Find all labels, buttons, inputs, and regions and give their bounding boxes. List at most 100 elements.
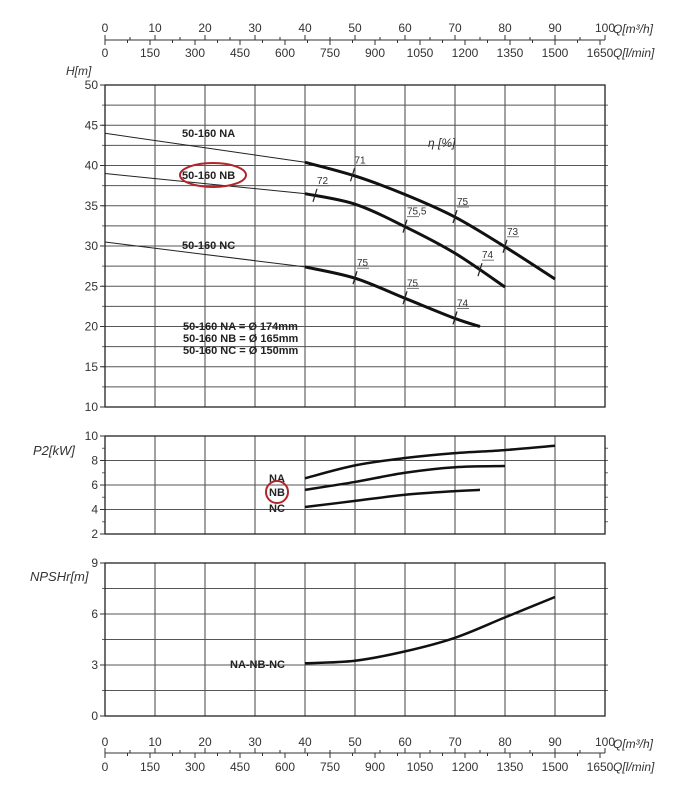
tick-label-m3h: 100 — [595, 21, 615, 35]
y-tick-label: 6 — [91, 478, 98, 492]
efficiency-label: 73 — [507, 227, 519, 238]
tick-label-lmin: 1650 — [587, 760, 614, 774]
bottom-q-m3h-unit: Q[m³/h] — [613, 737, 654, 751]
power-panel: 2 4 6 8 10 — [85, 429, 608, 541]
tick-label-lmin: 1350 — [497, 46, 524, 60]
tick-label-lmin: 300 — [185, 760, 205, 774]
y-tick-label: 40 — [85, 159, 99, 173]
tick-label-m3h: 0 — [102, 21, 109, 35]
series-curve-50-160-nc — [304, 265, 481, 328]
tick-label-lmin: 600 — [275, 46, 295, 60]
y-tick-label: 3 — [91, 658, 98, 672]
tick-label-m3h: 100 — [595, 735, 615, 749]
tick-label-lmin: 750 — [320, 760, 340, 774]
tick-label-lmin: 1200 — [452, 46, 479, 60]
tick-label-lmin: 1350 — [497, 760, 524, 774]
series-curve-nb — [304, 464, 506, 492]
series-label-nc: 50-160 NC — [182, 240, 235, 252]
tick-label-lmin: 1500 — [542, 760, 569, 774]
tick-label-m3h: 0 — [102, 735, 109, 749]
tick-label-m3h: 40 — [298, 21, 312, 35]
tick-label-lmin: 0 — [102, 46, 109, 60]
tick-label-m3h: 20 — [198, 21, 212, 35]
y-tick-label: 45 — [85, 118, 99, 132]
tick-label-m3h: 10 — [148, 735, 162, 749]
tick-label-lmin: 1200 — [452, 760, 479, 774]
efficiency-label: 75 — [357, 258, 369, 269]
y-tick-label: 10 — [85, 429, 99, 443]
y-tick-label: 30 — [85, 239, 99, 253]
tick-label-m3h: 40 — [298, 735, 312, 749]
y-tick-label: 6 — [91, 607, 98, 621]
series-curve-thin-50-160-na — [104, 132, 306, 163]
npsh-axis-label: NPSHr[m] — [30, 569, 89, 584]
top-q-lmin-unit: Q[l/min] — [613, 46, 655, 60]
tick-label-m3h: 60 — [398, 735, 412, 749]
tick-label-lmin: 1050 — [407, 760, 434, 774]
series-curve-50-160-na — [304, 160, 556, 281]
series-label-nb: 50-160 NB — [182, 170, 235, 182]
bottom-q-lmin-unit: Q[l/min] — [613, 760, 655, 774]
efficiency-marker — [349, 168, 356, 182]
efficiency-label: 74 — [482, 250, 494, 261]
tick-label-m3h: 80 — [498, 735, 512, 749]
tick-label-lmin: 0 — [102, 760, 109, 774]
legend-diameter-na: 50-160 NA = Ø 174mm — [183, 321, 298, 333]
tick-label-lmin: 1650 — [587, 46, 614, 60]
tick-label-m3h: 30 — [248, 21, 262, 35]
tick-label-lmin: 300 — [185, 46, 205, 60]
efficiency-label: 74 — [457, 298, 469, 309]
y-tick-label: 50 — [85, 78, 99, 92]
tick-label-m3h: 50 — [348, 21, 362, 35]
efficiency-marker — [477, 262, 483, 277]
npsh-panel: 0 3 6 9 — [91, 556, 608, 723]
highlight-circle-nb — [265, 480, 289, 504]
top-flow-axis: 0 10 20 30 40 50 60 70 80 90 100 0 150 300 450 600 750 90… — [102, 21, 616, 60]
tick-label-lmin: 900 — [365, 46, 385, 60]
tick-label-m3h: 70 — [448, 735, 462, 749]
power-label-nc: NC — [269, 503, 285, 515]
power-axis-label: P2[kW] — [33, 443, 75, 458]
y-tick-label: 8 — [91, 454, 98, 468]
tick-label-m3h: 70 — [448, 21, 462, 35]
tick-label-m3h: 60 — [398, 21, 412, 35]
efficiency-marker — [452, 209, 458, 224]
efficiency-label: 75 — [407, 278, 419, 289]
tick-label-lmin: 600 — [275, 760, 295, 774]
efficiency-marker — [352, 271, 358, 285]
series-curve-thin-50-160-nb — [104, 173, 306, 195]
y-tick-label: 35 — [85, 199, 99, 213]
y-tick-label: 2 — [91, 527, 98, 541]
efficiency-label: 71 — [355, 155, 367, 166]
series-label-na: 50-160 NA — [182, 128, 235, 140]
tick-label-m3h: 80 — [498, 21, 512, 35]
top-q-m3h-unit: Q[m³/h] — [613, 22, 654, 36]
y-tick-label: 25 — [85, 279, 99, 293]
npsh-series-label: NA-NB-NC — [230, 659, 285, 671]
y-tick-label: 10 — [85, 400, 99, 414]
tick-label-m3h: 50 — [348, 735, 362, 749]
efficiency-marker — [402, 291, 408, 305]
tick-label-lmin: 150 — [140, 760, 160, 774]
head-panel: 10 15 20 25 30 35 40 45 50 71 75 73 72 75,5 74 75 75 74 — [85, 78, 608, 414]
y-tick-label: 4 — [91, 503, 98, 517]
tick-label-lmin: 900 — [365, 760, 385, 774]
tick-label-lmin: 1500 — [542, 46, 569, 60]
tick-label-lmin: 1050 — [407, 46, 434, 60]
tick-label-lmin: 450 — [230, 760, 250, 774]
plot-frame — [104, 562, 606, 717]
tick-label-m3h: 10 — [148, 21, 162, 35]
efficiency-label: 75 — [457, 197, 469, 208]
efficiency-marker — [402, 219, 408, 233]
tick-label-m3h: 30 — [248, 735, 262, 749]
tick-label-lmin: 750 — [320, 46, 340, 60]
legend-diameter-nc: 50-160 NC = Ø 150mm — [183, 345, 298, 357]
legend-diameter-nb: 50-160 NB = Ø 165mm — [183, 333, 298, 345]
tick-label-m3h: 20 — [198, 735, 212, 749]
y-tick-label: 9 — [91, 556, 98, 570]
highlight-ellipse-nb — [179, 162, 247, 188]
y-tick-label: 20 — [85, 320, 99, 334]
efficiency-label: 75,5 — [407, 207, 427, 218]
efficiency-annotation: η [%] — [428, 136, 456, 150]
